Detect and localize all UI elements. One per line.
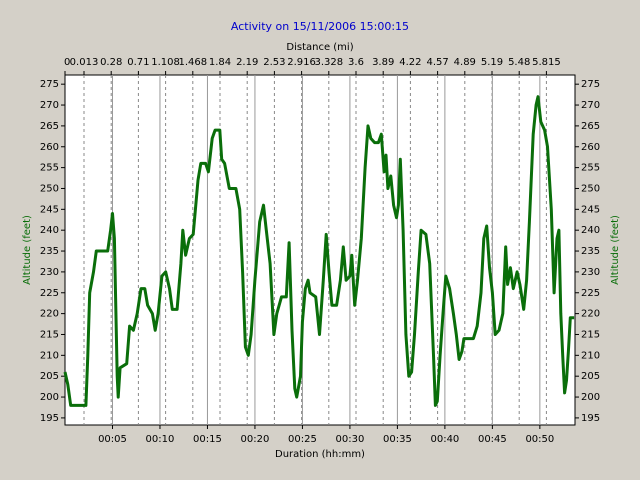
y-tick-label: 265 xyxy=(40,121,59,132)
y-axis-label-right: Altitude (feet) xyxy=(610,215,621,285)
y-tick-label: 210 xyxy=(40,350,59,361)
x-tick-label: 00:20 xyxy=(241,434,270,445)
top-tick-label: 4.22 xyxy=(399,57,421,68)
y-tick-label-right: 195 xyxy=(581,413,600,424)
y-tick-label: 255 xyxy=(40,163,59,174)
y-tick-label-right: 225 xyxy=(581,288,600,299)
top-tick-label: 1.108 xyxy=(151,57,180,68)
chart-title: Activity on 15/11/2006 15:00:15 xyxy=(231,20,409,33)
y-tick-label-right: 275 xyxy=(581,79,600,90)
top-tick-label: 0.013 xyxy=(70,57,99,68)
y-tick-label: 195 xyxy=(40,413,59,424)
y-tick-label-right: 250 xyxy=(581,183,600,194)
x-tick-label: 00:50 xyxy=(525,434,554,445)
top-tick-label: 2.53 xyxy=(263,57,285,68)
top-axis-label: Distance (mi) xyxy=(286,42,353,53)
y-tick-label-right: 265 xyxy=(581,121,600,132)
y-tick-label-right: 240 xyxy=(581,225,600,236)
top-tick-label: 1.84 xyxy=(209,57,231,68)
top-tick-label: 5.19 xyxy=(481,57,503,68)
top-tick-label: 2.916 xyxy=(287,57,316,68)
top-tick-label: 1.468 xyxy=(178,57,207,68)
y-tick-label-right: 255 xyxy=(581,163,600,174)
y-tick-label: 275 xyxy=(40,79,59,90)
x-tick-label: 00:05 xyxy=(98,434,127,445)
x-tick-label: 00:35 xyxy=(383,434,412,445)
y-tick-label-right: 245 xyxy=(581,204,600,215)
top-tick-label: 3.328 xyxy=(314,57,343,68)
y-tick-label-right: 230 xyxy=(581,267,600,278)
top-tick-label: 3.6 xyxy=(348,57,364,68)
x-tick-label: 00:25 xyxy=(288,434,317,445)
top-tick-label: 2.19 xyxy=(236,57,258,68)
y-tick-label: 230 xyxy=(40,267,59,278)
x-tick-label: 00:40 xyxy=(430,434,459,445)
y-tick-label-right: 260 xyxy=(581,142,600,153)
y-tick-label: 205 xyxy=(40,371,59,382)
y-tick-label-right: 215 xyxy=(581,329,600,340)
y-tick-label-right: 220 xyxy=(581,309,600,320)
y-tick-label: 245 xyxy=(40,204,59,215)
y-tick-label: 220 xyxy=(40,309,59,320)
y-tick-label: 215 xyxy=(40,329,59,340)
y-tick-label: 200 xyxy=(40,392,59,403)
x-tick-label: 00:10 xyxy=(146,434,175,445)
x-tick-label: 00:45 xyxy=(478,434,507,445)
top-tick-label: 3.89 xyxy=(372,57,394,68)
y-tick-label: 270 xyxy=(40,100,59,111)
y-tick-label: 260 xyxy=(40,142,59,153)
top-tick-label: 4.89 xyxy=(454,57,476,68)
plot-area xyxy=(64,74,576,426)
y-tick-label-right: 270 xyxy=(581,100,600,111)
y-tick-label: 225 xyxy=(40,288,59,299)
y-tick-label: 240 xyxy=(40,225,59,236)
y-tick-label-right: 210 xyxy=(581,350,600,361)
altitude-line xyxy=(63,95,575,407)
x-tick-label: 00:30 xyxy=(336,434,365,445)
y-tick-label-right: 205 xyxy=(581,371,600,382)
x-axis-label: Duration (hh:mm) xyxy=(275,449,365,460)
y-axis-label: Altitude (feet) xyxy=(22,215,33,285)
top-tick-label: 5.48 xyxy=(508,57,530,68)
top-tick-label: 0.71 xyxy=(127,57,149,68)
y-tick-label-right: 235 xyxy=(581,246,600,257)
y-tick-label: 250 xyxy=(40,183,59,194)
x-tick-label: 00:15 xyxy=(193,434,222,445)
y-tick-label-right: 200 xyxy=(581,392,600,403)
top-tick-label: 5.815 xyxy=(532,57,561,68)
top-tick-label: 0.28 xyxy=(100,57,122,68)
top-tick-label: 4.57 xyxy=(426,57,448,68)
top-tick-label: 0 xyxy=(64,57,70,68)
y-tick-label: 235 xyxy=(40,246,59,257)
